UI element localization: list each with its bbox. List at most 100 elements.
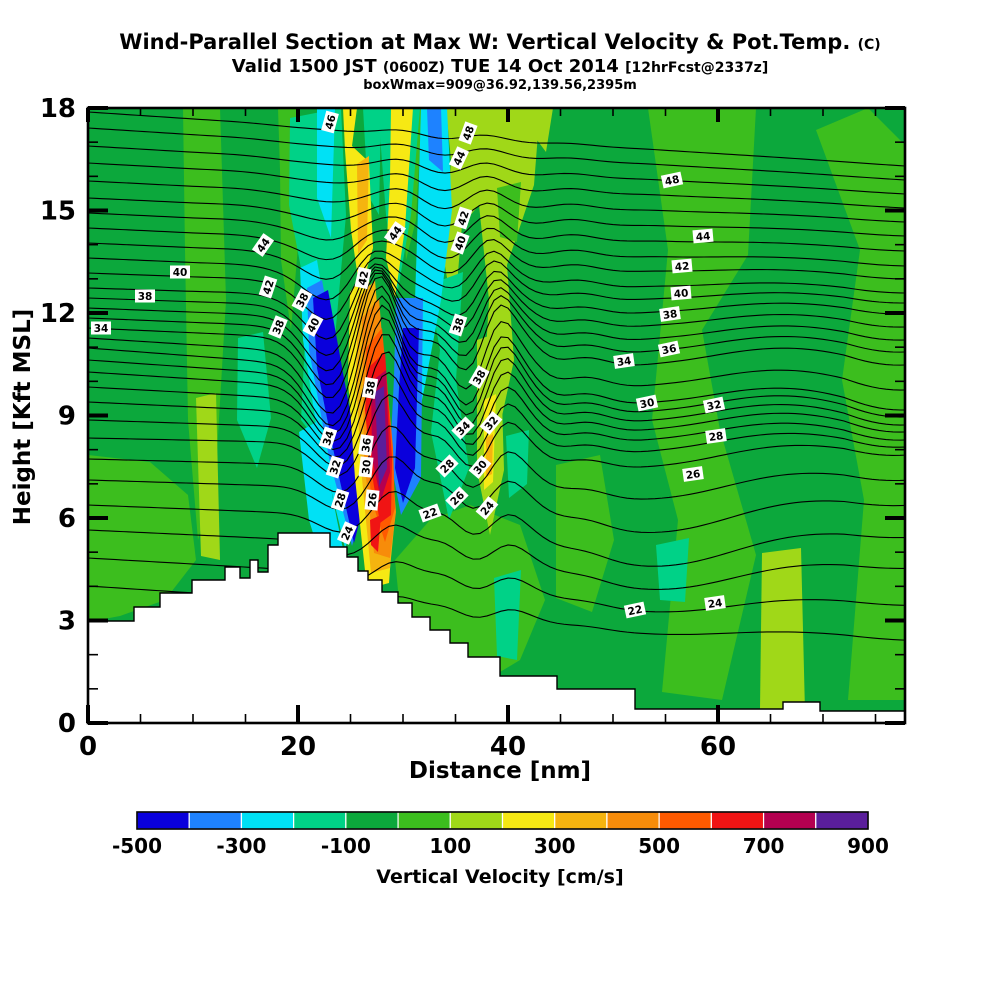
pot-temp-contour: [88, 227, 905, 267]
y-tick-label: 15: [40, 197, 76, 227]
pot-temp-contour: [88, 295, 905, 427]
colorbar-tick-label: -300: [216, 834, 266, 858]
velocity-fill-region: [494, 570, 521, 660]
svg-text:32: 32: [328, 459, 344, 477]
pot-temp-contour: [88, 266, 905, 356]
svg-text:34: 34: [321, 430, 337, 448]
contour-label: 38: [361, 377, 378, 399]
contour-label: 48: [660, 171, 684, 189]
pot-temp-contour: [88, 557, 905, 613]
svg-text:24: 24: [339, 524, 356, 542]
pot-temp-contour: [88, 263, 905, 340]
contour-label: 36: [657, 340, 681, 358]
y-tick-label: 0: [58, 709, 76, 739]
svg-text:48: 48: [664, 174, 681, 189]
x-tick-label: 40: [490, 732, 526, 762]
contour-label: 46: [321, 110, 339, 134]
contour-label: 38: [268, 315, 288, 339]
x-tick-label: 0: [79, 732, 97, 762]
svg-text:38: 38: [138, 291, 153, 303]
svg-text:42: 42: [456, 210, 472, 228]
contour-label: 48: [458, 121, 478, 145]
colorbar-tick-label: 100: [429, 834, 471, 858]
valid-time-subtitle: Valid 1500 JST (0600Z) TUE 14 Oct 2014 […: [0, 56, 1000, 77]
colorbar-cell: [397, 811, 451, 830]
colorbar-cell: [293, 811, 347, 830]
velocity-fill-region: [386, 108, 413, 298]
contour-label: 30: [635, 394, 659, 412]
velocity-fill-region: [497, 182, 521, 242]
title-unit: (C): [857, 37, 881, 53]
y-tick-label: 9: [58, 402, 76, 432]
velocity-fill-region: [816, 108, 905, 700]
subtitle-part: [12hrFcst@2337z]: [625, 60, 769, 76]
velocity-fill-region: [760, 548, 805, 712]
contour-label: 34: [318, 426, 338, 450]
contour-label: 26: [682, 466, 704, 482]
velocity-fill-region: [506, 430, 529, 498]
colorbar-cell: [449, 811, 504, 830]
contour-label: 26: [364, 489, 380, 511]
colorbar: -500 -300 -100 100 300 500 700 900: [112, 811, 889, 858]
contour-label: 40: [450, 231, 470, 255]
svg-text:24: 24: [707, 597, 723, 611]
svg-text:40: 40: [453, 234, 469, 252]
pot-temp-contour: [88, 371, 905, 467]
svg-text:22: 22: [627, 604, 644, 619]
colorbar-cell: [501, 811, 556, 830]
vertical-velocity-fills: [88, 108, 905, 723]
colorbar-tick-label: 300: [534, 834, 576, 858]
svg-text:36: 36: [661, 343, 678, 358]
pot-temp-contour: [88, 180, 905, 223]
contour-label: 32: [325, 455, 345, 479]
subtitle-part: Valid 1500 JST: [231, 56, 383, 77]
pot-temp-contour: [88, 276, 905, 399]
contour-label: 28: [330, 488, 350, 512]
contour-label: 38: [448, 313, 468, 337]
velocity-fill-region: [370, 515, 381, 552]
contour-label: 22: [418, 503, 442, 523]
x-axis-title: Distance [nm]: [408, 758, 592, 784]
svg-text:42: 42: [674, 260, 690, 273]
contour-label: 44: [692, 228, 714, 244]
pot-temp-contour-lines: [88, 111, 905, 641]
colorbar-cell: [606, 811, 660, 830]
y-tick-label: 6: [58, 504, 76, 534]
y-axis-title: Height [Kft MSL]: [10, 308, 36, 526]
pot-temp-contour: [88, 127, 905, 181]
svg-text:28: 28: [333, 492, 349, 510]
contour-label: 32: [702, 396, 726, 414]
colorbar-cell: [762, 811, 817, 830]
velocity-fill-region: [656, 538, 689, 602]
svg-text:28: 28: [708, 430, 724, 444]
pot-temp-contour: [88, 304, 905, 435]
contour-label: 44: [448, 146, 470, 170]
colorbar-cell: [188, 811, 243, 830]
pot-temp-contour: [88, 351, 905, 458]
contour-label: 28: [705, 428, 727, 444]
contour-label: 42: [453, 206, 473, 230]
contour-label: 34: [613, 353, 635, 369]
contour-label: 24: [704, 595, 726, 611]
contour-label: 40: [670, 285, 692, 301]
svg-text:48: 48: [461, 124, 477, 142]
contour-label: 42: [354, 266, 372, 290]
contour-label: 34: [91, 321, 111, 335]
contour-label: 38: [659, 306, 681, 322]
svg-text:42: 42: [261, 279, 277, 297]
svg-text:44: 44: [695, 230, 711, 243]
colorbar-cell: [345, 811, 399, 830]
velocity-fill-region: [196, 393, 220, 560]
colorbar-tick-label: -100: [321, 834, 371, 858]
pot-temp-contour: [88, 394, 905, 476]
pot-temp-contour: [88, 524, 905, 590]
y-tick-label: 3: [58, 607, 76, 637]
svg-text:38: 38: [662, 308, 678, 322]
svg-text:30: 30: [639, 397, 656, 412]
velocity-fill-region: [317, 108, 335, 238]
axis-ticks: [86, 106, 905, 725]
terrain-silhouette: [88, 532, 905, 723]
